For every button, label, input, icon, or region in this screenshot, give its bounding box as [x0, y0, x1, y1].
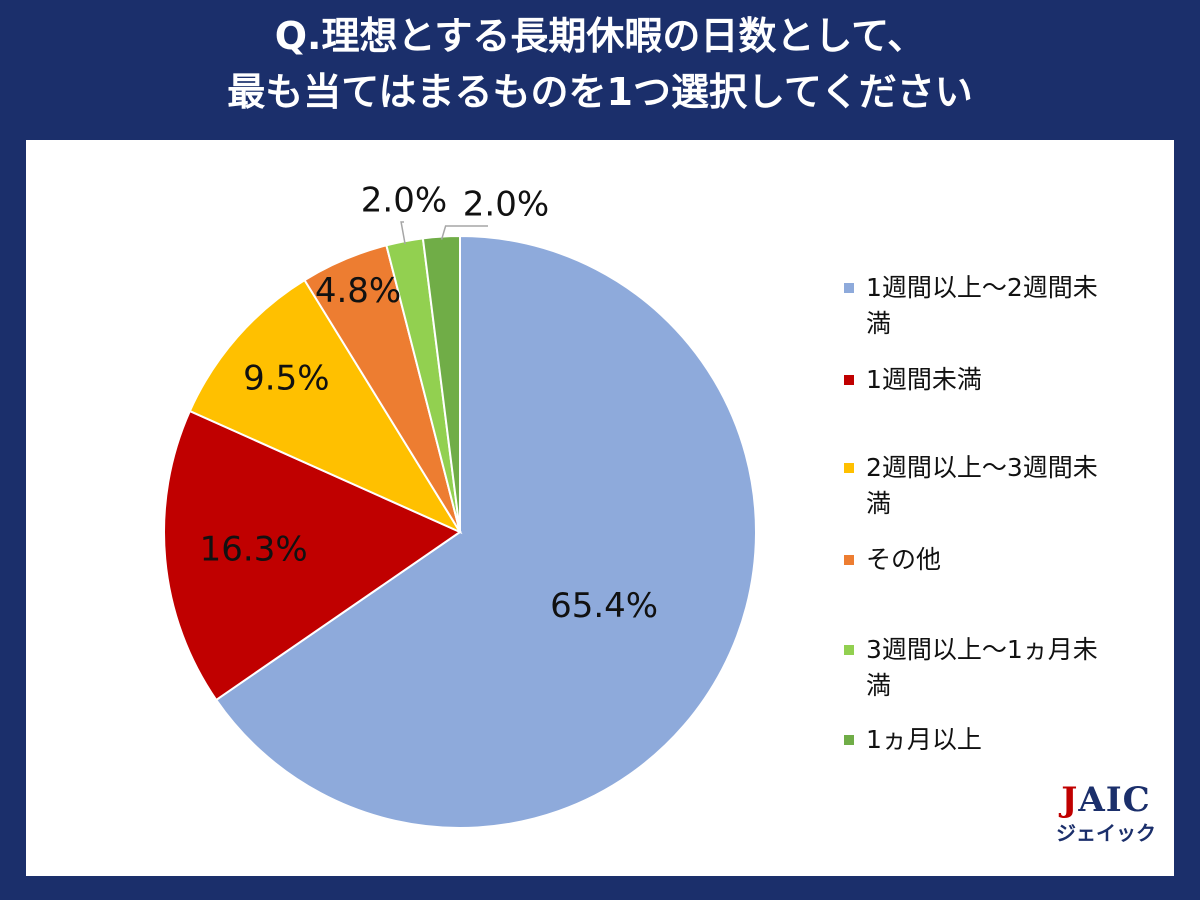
data-label-4: 4.8% [315, 271, 401, 311]
pie-slice-2 [163, 409, 463, 702]
chart-panel: 65.4% 16.3% 9.5% 4.8% 2.0% 2.0% 1週間以上～2週間未満 1… [26, 140, 1174, 876]
data-label-5: 2.0% [361, 181, 447, 221]
data-label-2: 16.3% [200, 529, 308, 569]
legend-item-5: 3週間以上～1ヵ月未満 [844, 632, 1144, 704]
legend-item-2: 1週間未満 [844, 362, 1144, 398]
pie-slice-1 [214, 234, 757, 829]
legend-label-1: 1週間以上～2週間未満 [866, 273, 1098, 338]
chart-title-line-1: Q.理想とする長期休暇の日数として、 [274, 14, 926, 58]
legend-label-2: 1週間未満 [866, 365, 982, 394]
pie-chart: 65.4% 16.3% 9.5% 4.8% 2.0% 2.0% [163, 181, 757, 829]
legend-swatch-2 [844, 375, 854, 385]
logo-katakana: ジェイック [1056, 821, 1156, 845]
chart-title-line-2: 最も当てはまるものを1つ選択してください [227, 70, 973, 114]
legend-item-3: 2週間以上～3週間未満 [844, 450, 1144, 522]
legend-item-4: その他 [844, 542, 1144, 578]
legend-label-3: 2週間以上～3週間未満 [866, 453, 1098, 518]
leader-line-5 [400, 221, 406, 245]
legend-swatch-3 [844, 463, 854, 473]
legend-label-6: 1ヵ月以上 [866, 725, 982, 754]
legend-label-4: その他 [866, 545, 942, 574]
data-label-1: 65.4% [550, 586, 658, 626]
logo-j: J [1061, 780, 1079, 820]
leader-line-6 [440, 225, 488, 240]
logo-aic: AIC [1078, 780, 1151, 820]
legend-swatch-5 [844, 645, 854, 655]
data-label-6: 2.0% [463, 185, 549, 225]
chart-title: Q.理想とする長期休暇の日数として、 最も当てはまるものを1つ選択してください [0, 8, 1200, 120]
pie-slice-3 [188, 278, 463, 535]
legend-swatch-1 [844, 283, 854, 293]
legend-swatch-6 [844, 735, 854, 745]
legend-label-5: 3週間以上～1ヵ月未満 [866, 635, 1098, 700]
legend-item-6: 1ヵ月以上 [844, 722, 1144, 758]
pie-slice-6 [421, 234, 461, 533]
legend-swatch-4 [844, 555, 854, 565]
data-label-3: 9.5% [243, 358, 329, 398]
legend-item-1: 1週間以上～2週間未満 [844, 270, 1144, 342]
logo-wordmark: JAIC [1046, 780, 1166, 820]
jaic-logo: JAIC ジェイック [1046, 780, 1166, 860]
